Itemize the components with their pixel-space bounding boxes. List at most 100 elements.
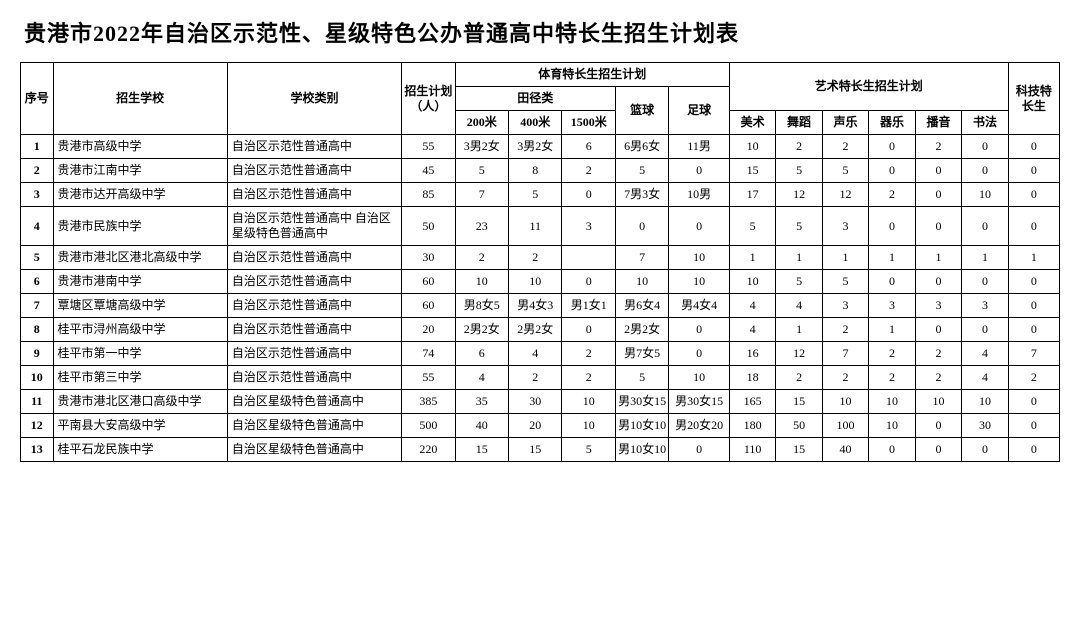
cell-tech: 0 (1008, 390, 1059, 414)
cell-dance: 1 (776, 246, 822, 270)
cell-bc: 10 (915, 390, 961, 414)
cell-m1500: 0 (562, 270, 615, 294)
cell-art: 180 (729, 414, 775, 438)
cell-m1500: 5 (562, 438, 615, 462)
cell-idx: 5 (21, 246, 54, 270)
col-sports: 体育特长生招生计划 (455, 63, 729, 87)
cell-m200: 5 (455, 159, 508, 183)
cell-m1500: 0 (562, 183, 615, 207)
table-row: 1贵港市高级中学自治区示范性普通高中553男2女3男2女66男6女11男1022… (21, 135, 1060, 159)
table-row: 10桂平市第三中学自治区示范性普通高中5542251018222242 (21, 366, 1060, 390)
cell-plan: 220 (402, 438, 455, 462)
cell-m1500: 0 (562, 318, 615, 342)
cell-inst: 3 (869, 294, 915, 318)
cell-vocal: 7 (822, 342, 868, 366)
cell-m200: 男8女5 (455, 294, 508, 318)
cell-vocal: 5 (822, 159, 868, 183)
cell-m400: 8 (509, 159, 562, 183)
cell-tech: 0 (1008, 294, 1059, 318)
cell-tech: 0 (1008, 183, 1059, 207)
cell-school: 桂平市第三中学 (53, 366, 227, 390)
cell-fb: 0 (669, 342, 729, 366)
cell-idx: 7 (21, 294, 54, 318)
cell-art: 17 (729, 183, 775, 207)
cell-school: 贵港市港南中学 (53, 270, 227, 294)
cell-tech: 0 (1008, 135, 1059, 159)
cell-dance: 50 (776, 414, 822, 438)
cell-fb: 10 (669, 246, 729, 270)
cell-m1500: 男1女1 (562, 294, 615, 318)
cell-category: 自治区示范性普通高中 (227, 342, 401, 366)
cell-category: 自治区星级特色普通高中 (227, 390, 401, 414)
cell-inst: 0 (869, 270, 915, 294)
table-row: 9桂平市第一中学自治区示范性普通高中74642男7女50161272247 (21, 342, 1060, 366)
cell-bc: 2 (915, 135, 961, 159)
cell-inst: 0 (869, 135, 915, 159)
cell-inst: 2 (869, 366, 915, 390)
cell-vocal: 40 (822, 438, 868, 462)
cell-m400: 20 (509, 414, 562, 438)
cell-vocal: 12 (822, 183, 868, 207)
col-broadcast: 播音 (915, 111, 961, 135)
cell-idx: 11 (21, 390, 54, 414)
cell-category: 自治区示范性普通高中 (227, 159, 401, 183)
col-tech: 科技特长生 (1008, 63, 1059, 135)
cell-fb: 11男 (669, 135, 729, 159)
col-200m: 200米 (455, 111, 508, 135)
cell-cal: 10 (962, 390, 1009, 414)
cell-fb: 男4女4 (669, 294, 729, 318)
col-vocal: 声乐 (822, 111, 868, 135)
cell-category: 自治区示范性普通高中 (227, 294, 401, 318)
cell-school: 贵港市江南中学 (53, 159, 227, 183)
table-row: 3贵港市达开高级中学自治区示范性普通高中857507男3女10男17121220… (21, 183, 1060, 207)
col-school: 招生学校 (53, 63, 227, 135)
cell-idx: 8 (21, 318, 54, 342)
cell-bb: 男10女10 (615, 438, 668, 462)
cell-m400: 2 (509, 246, 562, 270)
cell-vocal: 10 (822, 390, 868, 414)
cell-school: 贵港市达开高级中学 (53, 183, 227, 207)
cell-inst: 0 (869, 159, 915, 183)
cell-bb: 7 (615, 246, 668, 270)
cell-m200: 23 (455, 207, 508, 246)
cell-m1500: 2 (562, 366, 615, 390)
cell-m1500: 2 (562, 342, 615, 366)
cell-bc: 3 (915, 294, 961, 318)
cell-bc: 2 (915, 366, 961, 390)
cell-idx: 1 (21, 135, 54, 159)
cell-m400: 15 (509, 438, 562, 462)
cell-m200: 40 (455, 414, 508, 438)
col-plan: 招生计划（人） (402, 63, 455, 135)
cell-plan: 60 (402, 294, 455, 318)
cell-art: 165 (729, 390, 775, 414)
cell-bc: 1 (915, 246, 961, 270)
cell-m400: 4 (509, 342, 562, 366)
cell-cal: 4 (962, 366, 1009, 390)
cell-plan: 500 (402, 414, 455, 438)
col-track: 田径类 (455, 87, 615, 111)
table-row: 5贵港市港北区港北高级中学自治区示范性普通高中30227101111111 (21, 246, 1060, 270)
cell-cal: 0 (962, 159, 1009, 183)
cell-art: 10 (729, 270, 775, 294)
cell-category: 自治区示范性普通高中 (227, 246, 401, 270)
cell-dance: 5 (776, 207, 822, 246)
cell-fb: 0 (669, 159, 729, 183)
cell-m1500: 10 (562, 390, 615, 414)
cell-idx: 3 (21, 183, 54, 207)
cell-plan: 74 (402, 342, 455, 366)
cell-art: 16 (729, 342, 775, 366)
cell-fb: 10 (669, 270, 729, 294)
cell-cal: 30 (962, 414, 1009, 438)
cell-dance: 1 (776, 318, 822, 342)
col-football: 足球 (669, 87, 729, 135)
cell-fb: 男30女15 (669, 390, 729, 414)
cell-vocal: 2 (822, 366, 868, 390)
cell-fb: 0 (669, 318, 729, 342)
cell-bc: 0 (915, 207, 961, 246)
cell-plan: 60 (402, 270, 455, 294)
cell-m200: 15 (455, 438, 508, 462)
cell-tech: 0 (1008, 159, 1059, 183)
cell-idx: 2 (21, 159, 54, 183)
col-fineart: 美术 (729, 111, 775, 135)
cell-dance: 12 (776, 342, 822, 366)
